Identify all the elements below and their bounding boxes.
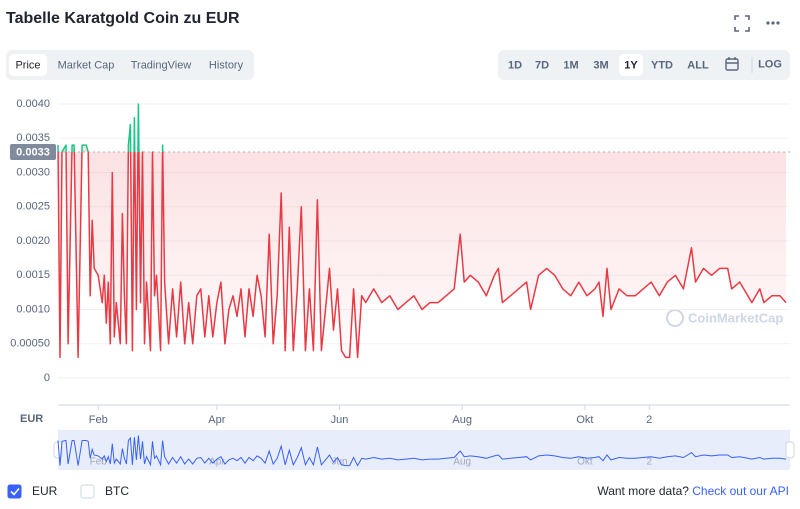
tab[interactable]: Market Cap <box>58 59 115 71</box>
checkbox[interactable] <box>7 484 22 499</box>
tab[interactable]: Price <box>15 59 40 71</box>
x-tick-label: Jun <box>331 414 349 426</box>
reference-label: 0.0033 <box>16 146 50 158</box>
checkbox-label: BTC <box>105 484 129 498</box>
x-tick-label: 2 <box>646 414 652 426</box>
navigator-handle[interactable] <box>785 441 795 459</box>
range-bar <box>498 50 790 80</box>
checkbox-label: EUR <box>32 484 58 498</box>
price-line <box>57 103 787 359</box>
reference-label-box <box>10 143 56 160</box>
navigator-tick-label: 2 <box>646 457 652 468</box>
x-tick-label: Aug <box>452 414 472 426</box>
range-button[interactable]: 3M <box>593 59 608 71</box>
fullscreen-icon[interactable] <box>734 15 750 32</box>
checkmark <box>10 487 20 496</box>
x-tick-label: Feb <box>89 414 108 426</box>
range-button[interactable]: 1Y <box>624 59 638 71</box>
y-tick-label: 0.0040 <box>16 98 50 110</box>
y-tick-label: 0.00050 <box>10 338 50 350</box>
tab[interactable]: History <box>209 59 244 71</box>
api-link[interactable]: Check out our API <box>692 484 789 498</box>
range-button[interactable]: 7D <box>535 59 549 71</box>
more-icon[interactable] <box>766 21 780 25</box>
navigator-tick-label: Aug <box>453 457 471 468</box>
y-tick-label: 0.0035 <box>16 132 50 144</box>
y-tick-label: 0.0010 <box>16 303 50 315</box>
y-tick-label: 0.0030 <box>16 166 50 178</box>
navigator[interactable] <box>58 430 790 470</box>
y-tick-label: 0.0025 <box>16 201 50 213</box>
x-tick-label: Okt <box>576 414 593 426</box>
y-tick-label: 0.0015 <box>16 269 50 281</box>
navigator-tick-label: Apr <box>209 457 225 468</box>
watermark: CoinMarketCap <box>666 309 783 327</box>
range-button[interactable]: YTD <box>651 59 673 71</box>
calendar-icon[interactable] <box>725 57 739 71</box>
footer-prompt: Want more data? <box>597 484 689 498</box>
active-range <box>619 54 643 76</box>
footer-text: Want more data? Check out our API <box>597 484 789 498</box>
checkbox[interactable] <box>80 484 95 499</box>
tab-bar <box>6 50 254 80</box>
y-tick-label: 0.0020 <box>16 235 50 247</box>
axis-currency: EUR <box>20 413 43 425</box>
range-button[interactable]: ALL <box>687 59 709 71</box>
log-button[interactable]: LOG <box>758 58 782 70</box>
page-title: Tabelle Karatgold Coin zu EUR <box>6 10 240 27</box>
x-tick-label: Apr <box>208 414 225 426</box>
range-button[interactable]: 1D <box>508 59 522 71</box>
tab[interactable]: TradingView <box>131 59 192 71</box>
navigator-tick-label: Okt <box>577 457 593 468</box>
navigator-line <box>57 435 787 467</box>
watermark-text: CoinMarketCap <box>688 310 783 325</box>
navigator-tick-label: Feb <box>90 457 108 468</box>
range-button[interactable]: 1M <box>563 59 578 71</box>
y-tick-label: 0 <box>44 372 50 384</box>
active-tab <box>9 54 47 76</box>
